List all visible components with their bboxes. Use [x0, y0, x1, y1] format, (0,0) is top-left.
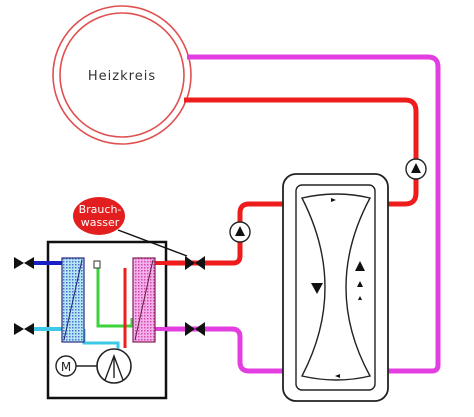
valve-return — [185, 322, 205, 336]
flow-arrow-top — [331, 198, 336, 202]
green-internal-pipe — [96, 268, 134, 328]
flow-arrow-up-large — [355, 261, 365, 271]
sensor — [93, 260, 101, 269]
circulation-pump — [96, 348, 132, 384]
heat-exchanger-cold-side — [61, 257, 85, 343]
return-pipe-heating — [187, 54, 441, 374]
freshwater-station: M — [33, 240, 185, 400]
hot-water-label-line2: wasser — [81, 216, 120, 229]
pump-station — [229, 221, 251, 243]
flow-arrow-bottom — [335, 374, 340, 378]
hot-water-label-line1: Brauch- — [79, 203, 122, 216]
valve-hot-outlet — [14, 323, 34, 335]
storage-tank — [282, 173, 389, 402]
pump-heating — [405, 158, 427, 180]
valve-supply — [185, 256, 205, 270]
heating-circuit-label: Heizkreis — [88, 69, 156, 84]
storage-hourglass — [300, 193, 372, 381]
heating-circuit: Heizkreis — [52, 5, 192, 145]
motor: M — [55, 355, 77, 377]
heat-exchanger-hot-side — [132, 257, 156, 343]
hot-water-badge: Brauch- wasser — [73, 197, 188, 257]
flow-arrow-up-medium — [357, 281, 363, 287]
motor-label: M — [61, 360, 71, 374]
flow-arrow-down — [311, 283, 323, 294]
supply-pipe-heating — [184, 97, 419, 207]
valve-cold-inlet — [14, 257, 34, 269]
return-pipe-station — [166, 326, 298, 374]
flow-arrow-up-small — [358, 296, 362, 300]
